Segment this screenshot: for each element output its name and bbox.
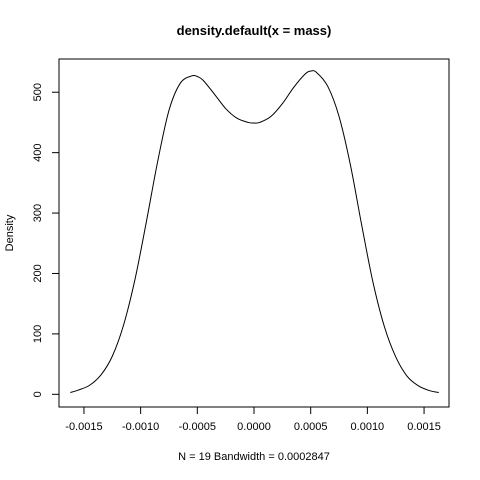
y-tick-label: 0 xyxy=(32,391,44,397)
x-tick-label: 0.0005 xyxy=(294,421,328,433)
y-tick-label: 300 xyxy=(32,204,44,222)
y-axis: 0 100 200 300 400 500 xyxy=(32,83,60,397)
y-axis-label: Density xyxy=(4,214,16,251)
y-tick-label: 200 xyxy=(32,264,44,282)
y-tick-label: 400 xyxy=(32,143,44,161)
x-tick-label: -0.0005 xyxy=(179,421,216,433)
chart-title: density.default(x = mass) xyxy=(177,23,332,38)
x-tick-label: -0.0010 xyxy=(122,421,159,433)
x-tick-label: 0.0000 xyxy=(237,421,271,433)
x-tick-label: 0.0010 xyxy=(351,421,385,433)
x-tick-label: -0.0015 xyxy=(65,421,102,433)
plot-frame xyxy=(58,58,450,408)
y-tick-label: 100 xyxy=(32,325,44,343)
x-axis: -0.0015 -0.0010 -0.0005 0.0000 0.0005 0.0010 0… xyxy=(65,406,441,433)
y-tick-label: 500 xyxy=(32,83,44,101)
x-tick-label: 0.0015 xyxy=(407,421,441,433)
density-curve xyxy=(70,70,439,393)
x-axis-label: N = 19 Bandwidth = 0.0002847 xyxy=(178,451,330,463)
